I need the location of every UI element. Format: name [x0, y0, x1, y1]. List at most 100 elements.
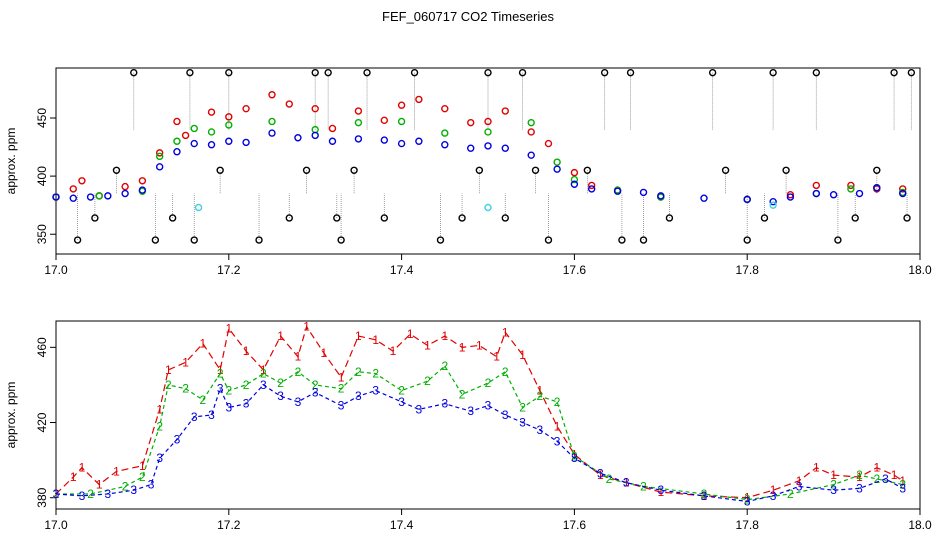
top-panel-point-blue	[415, 137, 423, 145]
bottom-panel-point-marker-1: 1	[899, 474, 906, 488]
bottom-panel-point-marker-2: 2	[502, 365, 509, 379]
top-panel-point-red	[207, 108, 216, 116]
top-panel-point-black	[130, 68, 138, 77]
top-panel-point-black	[302, 166, 311, 175]
bottom-panel-point-marker-3: 3	[312, 385, 319, 399]
top-panel-point-black	[769, 68, 777, 77]
bottom-panel-point-marker-1: 1	[243, 344, 250, 358]
top-panel-point-blue	[104, 192, 112, 200]
top-panel-point-black	[812, 68, 821, 77]
bottom-panel-point-marker-1: 1	[200, 337, 207, 351]
bottom-panel-point-marker-2: 2	[830, 478, 837, 492]
top-panel-point-black	[475, 166, 484, 175]
top-panel-point-blue	[873, 184, 881, 192]
top-panel-point-blue	[328, 137, 337, 145]
top-panel-y-tick-label: 450	[35, 108, 49, 128]
bottom-panel-point-marker-3: 3	[148, 478, 155, 492]
bottom-panel-point-marker-1: 1	[96, 478, 103, 492]
bottom-panel-point-marker-1: 1	[295, 350, 302, 364]
top-panel-point-black	[618, 236, 626, 244]
top-panel-point-blue	[441, 141, 449, 149]
top-panel-point-blue	[553, 165, 561, 173]
top-panel-point-blue	[743, 195, 751, 204]
bottom-panel-point-marker-1: 1	[770, 483, 777, 497]
bottom-panel-point-marker-1: 1	[182, 355, 189, 369]
bottom-panel-point-marker-3: 3	[856, 481, 863, 495]
top-panel-x-tick-label: 17.8	[736, 263, 760, 277]
bottom-panel-point-marker-1: 1	[424, 338, 431, 352]
bottom-panel-point-marker-3: 3	[467, 404, 474, 418]
bottom-panel-point-marker-1: 1	[217, 363, 224, 377]
bottom-panel-point-marker-1: 1	[113, 464, 120, 478]
bottom-panel-point-marker-2: 2	[338, 382, 345, 396]
bottom-panel-point-marker-3: 3	[53, 487, 60, 501]
bottom-panel-point-marker-2: 2	[536, 389, 543, 403]
top-panel-point-blue	[190, 139, 198, 148]
bottom-panel-point-marker-2: 2	[182, 382, 189, 396]
top-panel-point-black	[907, 68, 916, 77]
top-panel-point-black	[458, 214, 466, 222]
bottom-panel-point-marker-1: 1	[407, 327, 414, 341]
bottom-panel-point-marker-3: 3	[295, 395, 302, 409]
bottom-panel-frame	[55, 320, 921, 510]
top-panel-point-red	[268, 91, 276, 99]
top-panel-point-blue	[138, 186, 147, 194]
bottom-panel-point-marker-1: 1	[493, 350, 500, 364]
top-panel-point-blue	[69, 194, 77, 202]
bottom-panel-point-marker-3: 3	[174, 432, 181, 446]
bottom-panel-point-marker-2: 2	[295, 365, 302, 379]
bottom-panel-point-marker-2: 2	[139, 470, 146, 484]
bottom-panel-point-marker-2: 2	[260, 367, 267, 381]
top-panel-point-red	[527, 128, 535, 136]
top-panel-point-green	[441, 129, 449, 137]
bottom-panel-point-marker-1: 1	[536, 384, 543, 398]
top-panel-point-red	[225, 113, 233, 121]
top-panel-point-red	[812, 181, 821, 190]
bottom-panel-point-marker-3: 3	[554, 434, 561, 448]
top-panel-point-blue	[467, 144, 475, 152]
top-panel-point-black	[834, 236, 842, 244]
bottom-panel-point-marker-1: 1	[891, 468, 898, 482]
bottom-panel-point-marker-1: 1	[79, 461, 86, 475]
top-panel-point-black	[168, 214, 177, 222]
top-panel-point-green	[190, 124, 198, 133]
bottom-panel-point-marker-2: 2	[856, 468, 863, 482]
bottom-panel-point-marker-2: 2	[554, 395, 561, 409]
top-panel-point-blue	[121, 189, 129, 198]
top-panel-point-red	[786, 191, 795, 199]
bottom-panel-point-marker-1: 1	[156, 402, 163, 416]
top-panel-frame	[55, 67, 921, 255]
top-panel-point-black	[890, 68, 898, 77]
bottom-panel-point-marker-1: 1	[657, 485, 664, 499]
top-panel-point-blue	[397, 139, 406, 148]
top-panel-point-blue	[294, 134, 302, 142]
bottom-panel-point-marker-2: 2	[873, 472, 880, 486]
top-panel-point-black	[350, 166, 358, 175]
bottom-panel-y-tick-label: 380	[35, 487, 49, 507]
top-panel-point-green	[553, 158, 561, 166]
top-panel-point-red	[121, 182, 129, 191]
bottom-panel-point-marker-3: 3	[623, 476, 630, 490]
top-panel-point-blue	[225, 137, 233, 145]
top-panel-point-green	[527, 118, 535, 127]
top-panel-point-blue	[700, 194, 708, 202]
top-panel-point-red	[311, 104, 319, 113]
top-panel-point-black	[782, 166, 790, 175]
top-panel-point-black	[436, 236, 445, 244]
bottom-panel-point-marker-2: 2	[485, 376, 492, 390]
bottom-panel-point-marker-1: 1	[830, 468, 837, 482]
bottom-panel-point-marker-2: 2	[87, 487, 94, 501]
bottom-panel-point-marker-1: 1	[372, 333, 379, 347]
bottom-panel-point-marker-1: 1	[390, 344, 397, 358]
top-panel-point-blue	[242, 138, 250, 147]
top-panel-point-black	[743, 236, 751, 244]
top-panel-point-green	[225, 121, 233, 129]
top-panel-point-red	[285, 100, 293, 108]
bottom-panel-point-marker-1: 1	[519, 348, 526, 362]
top-panel-point-red	[155, 149, 164, 157]
top-panel-point-red	[328, 124, 337, 133]
top-panel-point-red	[354, 107, 363, 115]
bottom-panel-point-marker-3: 3	[338, 399, 345, 413]
bottom-panel-point-marker-2: 2	[312, 378, 319, 392]
top-panel-point-black	[903, 214, 911, 222]
